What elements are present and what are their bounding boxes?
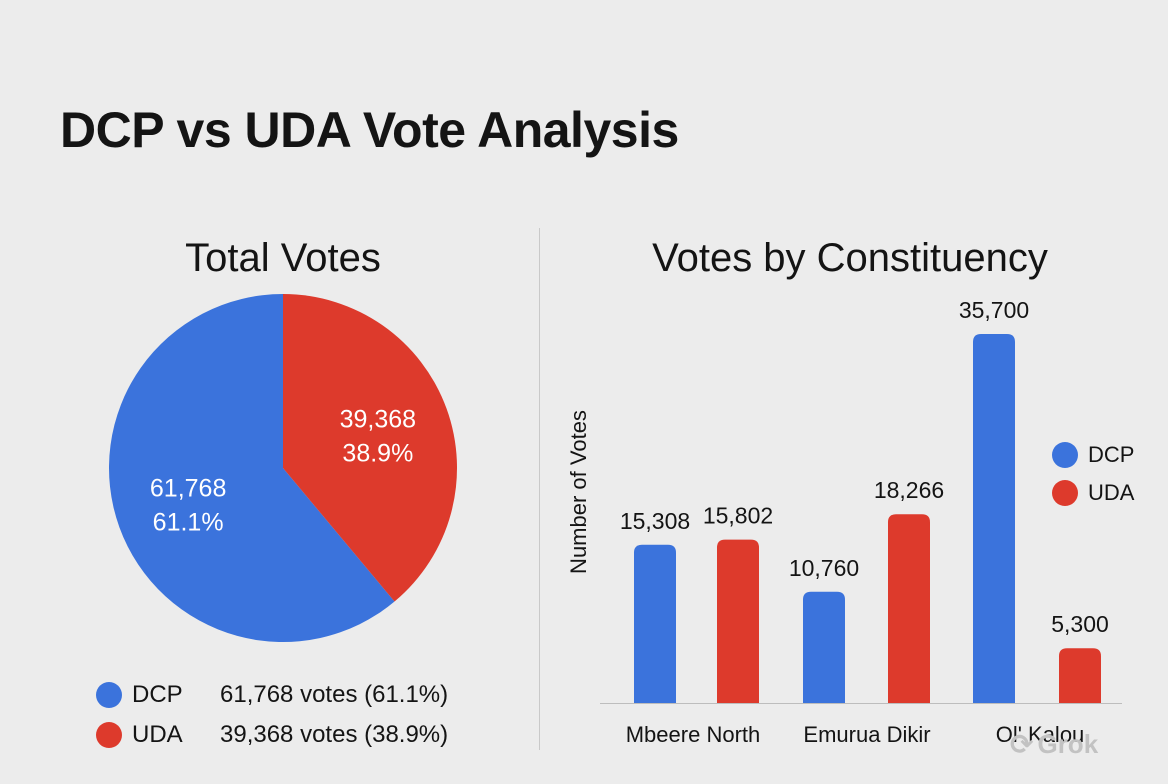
- pie-legend-value-uda: 39,368 votes (38.9%): [220, 721, 449, 748]
- bar-legend-swatch-uda: [1052, 480, 1078, 506]
- bar-label-dcp-1: 10,760: [789, 555, 859, 581]
- pie-slice-uda: [283, 294, 458, 602]
- watermark-logo-icon: ⟳: [1010, 729, 1034, 760]
- bar-legend-swatch-dcp: [1052, 442, 1078, 468]
- pie-legend-item-dcp: DCP 61,768 votes (61.1%): [96, 680, 448, 710]
- bar-dcp-2: [973, 334, 1015, 703]
- bar-uda-0: [717, 539, 759, 703]
- pie-label-pct-dcp: 61.1%: [153, 508, 224, 536]
- pie-legend-swatch-uda: [96, 722, 122, 748]
- bar-legend-item-uda: UDA: [1052, 478, 1134, 508]
- bar-legend-name-uda: UDA: [1088, 480, 1135, 505]
- pie-label-value-uda: 39,368: [340, 406, 416, 434]
- bar-label-uda-1: 18,266: [874, 477, 944, 503]
- watermark: ⟳ Grok: [1010, 728, 1098, 761]
- x-tick-label-1: Emurua Dikir: [803, 722, 930, 747]
- bar-label-dcp-2: 35,700: [959, 297, 1029, 323]
- bar-legend-name-dcp: DCP: [1088, 442, 1135, 467]
- bar-dcp-1: [803, 591, 845, 703]
- bar-dcp-0: [634, 544, 676, 703]
- pie-label-value-dcp: 61,768: [150, 474, 226, 502]
- panel-divider: [539, 228, 540, 750]
- pie-legend-name-dcp: DCP: [132, 681, 183, 708]
- bar-uda-2: [1059, 648, 1101, 703]
- pie-legend-item-uda: UDA 39,368 votes (38.9%): [96, 720, 448, 750]
- bar-label-uda-2: 5,300: [1051, 611, 1109, 637]
- pie-legend-name-uda: UDA: [132, 721, 183, 748]
- page-title: DCP vs UDA Vote Analysis: [60, 102, 679, 158]
- y-axis-label: Number of Votes: [566, 410, 591, 574]
- pie-chart-title: Total Votes: [185, 236, 381, 280]
- pie-legend-swatch-dcp: [96, 682, 122, 708]
- bar-uda-1: [888, 514, 930, 703]
- pie-slice-dcp: [108, 294, 395, 642]
- x-tick-label-2: Ol' Kalou: [996, 722, 1085, 747]
- pie-label-pct-uda: 38.9%: [342, 440, 413, 468]
- bar-chart-title: Votes by Constituency: [652, 236, 1048, 280]
- bar-legend-item-dcp: DCP: [1052, 440, 1134, 470]
- watermark-text: Grok: [1037, 729, 1099, 759]
- pie-legend-value-dcp: 61,768 votes (61.1%): [220, 681, 449, 708]
- bar-label-dcp-0: 15,308: [620, 508, 690, 534]
- bar-label-uda-0: 15,802: [703, 503, 773, 529]
- x-tick-label-0: Mbeere North: [626, 722, 761, 747]
